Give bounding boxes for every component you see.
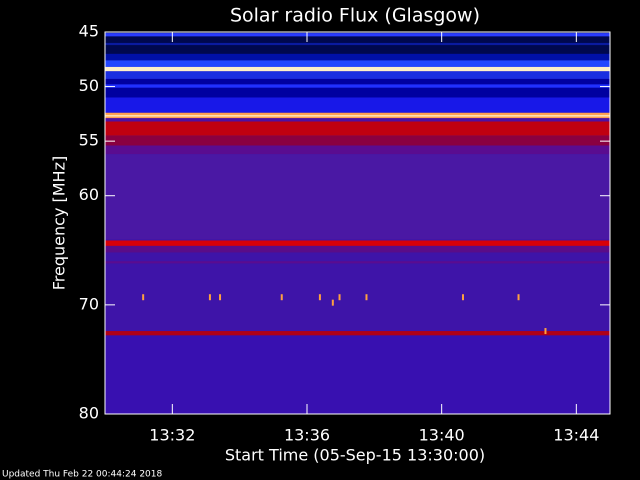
x-tick-label: 13:32 <box>149 426 195 445</box>
spectrum-band <box>105 97 610 113</box>
burst <box>365 294 368 301</box>
burst <box>318 294 321 301</box>
x-tick-label: 13:36 <box>284 426 330 445</box>
plot-frame <box>104 31 611 415</box>
burst <box>461 294 464 301</box>
x-tick-label: 13:44 <box>553 426 599 445</box>
y-tick-label: 50 <box>79 76 99 95</box>
spectrum-band <box>105 335 610 414</box>
burst <box>331 299 334 306</box>
spectrum-band <box>105 331 610 336</box>
burst <box>142 294 145 301</box>
spectrum-band <box>105 60 610 67</box>
spectrum-band <box>105 121 610 136</box>
spectrum-band <box>105 145 610 155</box>
y-tick-label: 55 <box>79 131 99 150</box>
spectrum-band <box>105 261 610 264</box>
chart-title: Solar radio Flux (Glasgow) <box>230 5 480 27</box>
spectrum-band <box>105 114 610 117</box>
y-tick-label: 45 <box>79 22 99 41</box>
spectrum-band <box>105 154 610 240</box>
spectrum-band <box>105 78 610 98</box>
spectrum-band <box>105 245 610 253</box>
x-tick-label: 13:40 <box>419 426 465 445</box>
burst <box>338 294 341 301</box>
burst <box>280 294 283 301</box>
burst <box>208 294 211 301</box>
y-axis-label: Frequency [MHz] <box>50 156 69 290</box>
spectrum-band <box>105 135 610 146</box>
spectrum-band <box>105 240 610 246</box>
burst <box>544 328 547 335</box>
spectrum-band <box>105 33 610 37</box>
spectrum-band <box>105 84 610 88</box>
y-tick-label: 70 <box>79 294 99 313</box>
spectrum-band <box>105 118 610 122</box>
spectrum-band <box>105 53 610 61</box>
spectrum-band <box>105 71 610 79</box>
y-tick-label: 80 <box>79 404 99 423</box>
spectrum-band <box>105 66 610 72</box>
x-axis-label: Start Time (05-Sep-15 13:30:00) <box>225 446 485 465</box>
burst <box>517 294 520 301</box>
y-tick-label: 60 <box>79 185 99 204</box>
footer: Updated Thu Feb 22 00:44:24 2018 <box>2 470 163 480</box>
spectrum-band <box>105 42 610 46</box>
burst <box>219 294 222 301</box>
